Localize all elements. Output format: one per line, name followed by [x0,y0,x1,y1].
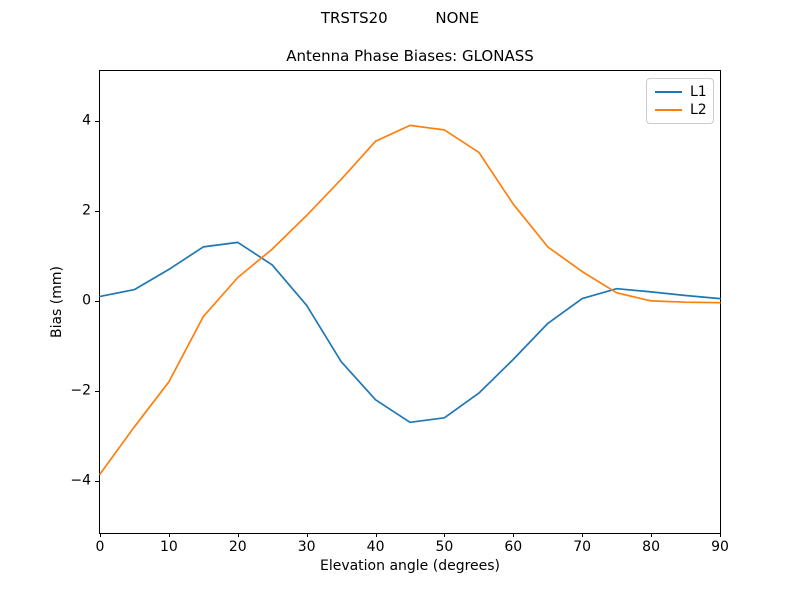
x-tick-label: 50 [435,539,454,555]
x-tick [513,533,515,537]
legend-item-l2: L2 [655,102,707,118]
y-tick-label: −4 [70,472,91,489]
plot-area: 0 10 20 30 40 50 60 70 80 90 −4 −2 0 2 4 [70,70,729,555]
y-tick [95,120,99,122]
y-tick [95,390,99,392]
legend: L1 L2 [646,78,714,124]
x-tick [375,533,377,537]
legend-label-l2: L2 [690,102,707,118]
l2-line-swatch [655,109,682,111]
x-tick [306,533,308,537]
x-tick-label: 10 [159,539,178,555]
x-tick [720,533,721,537]
x-tick [100,533,101,537]
l1-line-swatch [655,91,682,93]
y-tick-label: 4 [82,112,91,129]
x-tick-label: 0 [95,539,105,555]
x-tick [444,533,446,537]
x-tick [168,533,170,537]
chart-canvas [99,124,721,475]
suptitle: TRSTS20 NONE [320,9,480,27]
x-tick [582,533,584,537]
y-axis-label: Bias (mm) [49,265,65,339]
y-tick [95,210,99,212]
chart-title: Antenna Phase Biases: GLONASS [286,47,534,65]
y-tick [95,300,99,302]
x-tick-label: 80 [642,539,661,555]
y-tick-label: 0 [82,292,91,309]
x-tick-label: 90 [711,539,729,555]
l2-line [99,124,721,475]
y-tick-label: 2 [82,202,91,219]
y-tick [95,480,99,482]
legend-item-l1: L1 [655,84,707,100]
x-tick-label: 30 [297,539,316,555]
x-tick-label: 20 [228,539,247,555]
x-tick-label: 60 [504,539,523,555]
x-tick-label: 70 [573,539,592,555]
y-tick-label: −2 [70,382,91,399]
x-tick-label: 40 [366,539,385,555]
legend-label-l1: L1 [690,84,707,100]
x-tick [651,533,653,537]
l1-line [99,241,721,424]
x-axis-label: Elevation angle (degrees) [319,558,501,574]
x-tick [237,533,239,537]
